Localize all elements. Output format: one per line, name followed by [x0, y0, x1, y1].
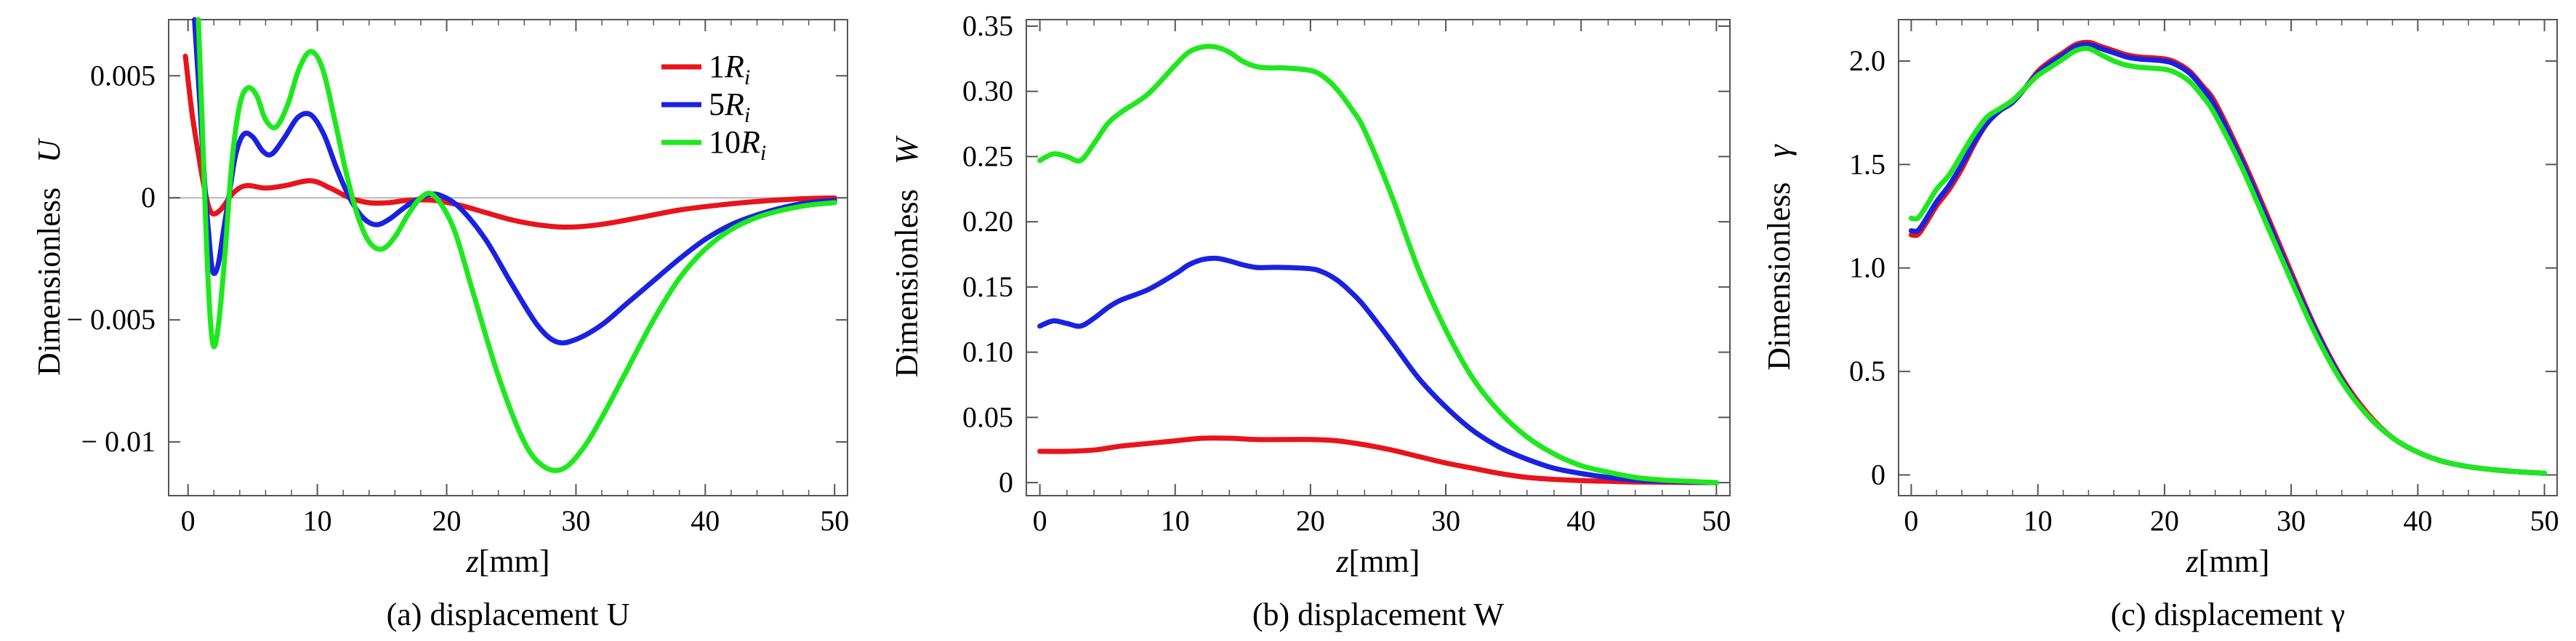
y-axis-text: Dimensionless [31, 188, 67, 376]
y-tick-label: 0.30 [962, 75, 1013, 108]
y-tick-label: 0 [999, 466, 1013, 499]
chart-panel-2: 0 10 20 30 40 50 0 0.05 0.10 0.15 0.20 0.25 0.30 0.35… [889, 9, 1731, 632]
x-tick-label: 10 [303, 504, 332, 537]
series-line-5Ri [1037, 255, 1719, 485]
series-line-10Ri [1037, 44, 1719, 485]
y-tick-label: 2.0 [1849, 44, 1885, 77]
x-tick-label: 30 [561, 504, 590, 537]
legend-var: R [740, 124, 760, 160]
series-line-5Ri [192, 17, 837, 346]
series-line-10Ri [196, 17, 837, 473]
legend-var: R [724, 86, 744, 122]
y-axis-text: Dimensionless [1761, 182, 1797, 371]
legend-label: 5Ri [709, 86, 750, 127]
x-tick-label: 0 [181, 504, 196, 537]
x-tick-label: 40 [2403, 504, 2432, 537]
x-tick-label: 50 [820, 504, 849, 537]
chart-panel-3: 0 10 20 30 40 50 0 0.5 1.0 1.5 2.0 z[mm] Dimensionle… [1761, 19, 2559, 632]
x-axis-variable: z [466, 544, 479, 579]
legend-sub: i [744, 103, 750, 127]
y-axis-variable: γ [1761, 144, 1797, 158]
x-axis-unit: [mm] [479, 544, 550, 579]
plot-frame [1898, 19, 2558, 496]
legend-sub: i [744, 65, 750, 89]
y-tick-label: 0.05 [962, 400, 1013, 433]
x-tick-label: 30 [1431, 504, 1460, 537]
y-axis-title: Dimensionless γ [1761, 144, 1797, 371]
x-tick-label: 50 [1702, 504, 1731, 537]
x-axis-variable: z [1336, 544, 1349, 579]
x-tick-label: 40 [1566, 504, 1595, 537]
y-tick-label: 0.15 [962, 270, 1013, 303]
y-axis-text: Dimensionless [889, 189, 925, 377]
legend-coef: 10 [709, 124, 741, 160]
x-tick-label: 20 [1296, 504, 1325, 537]
x-tick-label: 0 [1033, 504, 1047, 537]
x-axis-title: z[mm] [1336, 544, 1420, 579]
y-axis-title: Dimensionless U [31, 137, 67, 376]
x-tick-label: 40 [691, 504, 720, 537]
y-tick-label: 0.35 [962, 9, 1013, 42]
plot-frame [1026, 19, 1731, 496]
panel-caption: (b) displacement W [1252, 597, 1505, 632]
legend-sub: i [760, 141, 766, 165]
y-tick-label: 0 [141, 181, 156, 214]
legend-coef: 1 [709, 49, 725, 84]
y-axis-title: Dimensionless W [889, 135, 925, 377]
y-tick-label: 0.10 [962, 336, 1013, 368]
x-axis-unit: [mm] [1349, 544, 1420, 579]
y-tick-label: − 0.01 [81, 425, 156, 458]
y-tick-label: − 0.005 [66, 303, 156, 336]
plot-frame [168, 19, 848, 496]
x-axis-unit: [mm] [2199, 544, 2270, 579]
x-tick-label: 10 [2024, 504, 2053, 537]
x-tick-label: 0 [1904, 504, 1918, 537]
series-line-5Ri [1908, 41, 2548, 476]
panel-caption: (a) displacement U [387, 597, 630, 632]
x-axis-title: z[mm] [2186, 544, 2270, 579]
y-axis-variable: W [889, 135, 925, 164]
y-tick-label: 0 [1871, 459, 1885, 491]
x-tick-label: 10 [1161, 504, 1190, 537]
y-axis-variable: U [31, 137, 67, 163]
legend-label: 10Ri [709, 124, 766, 165]
x-tick-label: 30 [2277, 504, 2306, 537]
panel-caption: (c) displacement γ [2111, 597, 2345, 632]
y-tick-label: 1.0 [1849, 251, 1885, 284]
y-tick-label: 0.5 [1849, 355, 1885, 387]
x-axis-title: z[mm] [466, 544, 550, 579]
y-tick-label: 1.5 [1849, 148, 1885, 180]
y-tick-label: 0.005 [90, 59, 156, 92]
x-tick-label: 20 [2150, 504, 2179, 537]
legend-var: R [724, 49, 744, 84]
x-tick-label: 20 [432, 504, 461, 537]
y-tick-label: 0.20 [962, 205, 1013, 238]
chart-panel-1: 0 10 20 30 40 50 0.005 0 − 0.005 − 0.01 z[mm] Dimen… [31, 17, 849, 632]
series-line-1Ri [1037, 435, 1719, 485]
legend-coef: 5 [709, 86, 725, 122]
y-tick-label: 0.25 [962, 140, 1013, 172]
series-line-1Ri [182, 53, 837, 230]
x-tick-label: 50 [2530, 504, 2559, 537]
x-axis-variable: z [2186, 544, 2199, 579]
legend-label: 1Ri [709, 49, 750, 89]
series-line-10Ri [1908, 46, 2548, 476]
